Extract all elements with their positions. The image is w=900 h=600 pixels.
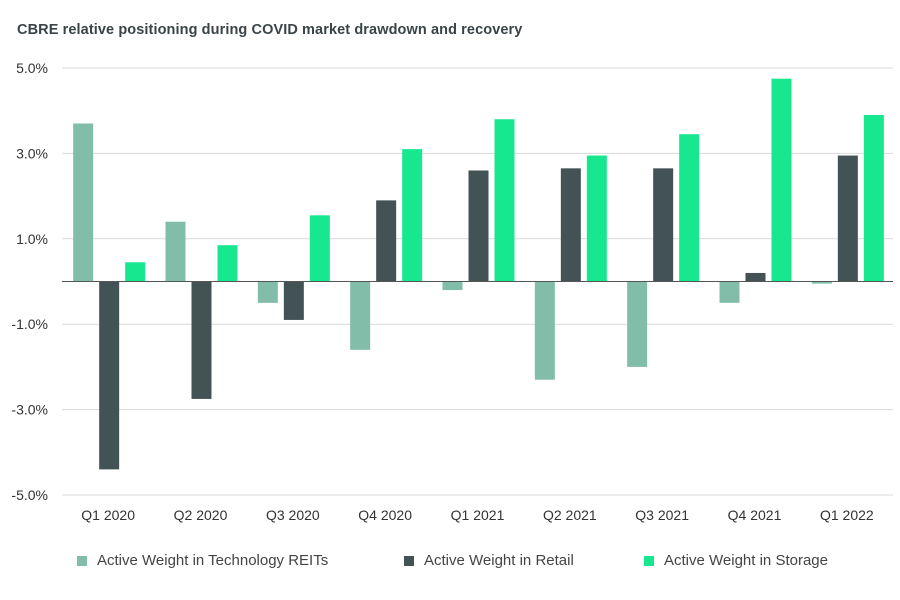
legend-swatch-storage [644, 555, 654, 566]
x-tick-label: Q2 2020 [174, 507, 228, 523]
bar-storage [402, 149, 423, 282]
legend-swatch-technology-reits [77, 555, 87, 566]
legend-label-retail: Active Weight in Retail [424, 552, 574, 569]
x-tick-label: Q3 2021 [635, 507, 689, 523]
y-tick-label: -3.0% [11, 402, 48, 418]
x-tick-label: Q4 2020 [358, 507, 412, 523]
bar-storage [309, 215, 330, 282]
bar-retail [468, 170, 489, 282]
bar-technology-reits [165, 221, 186, 282]
bar-technology-reits [350, 281, 371, 350]
bar-retail [653, 168, 674, 282]
chart-title: CBRE relative positioning during COVID m… [17, 22, 523, 38]
y-tick-label: -5.0% [11, 487, 48, 503]
x-tick-label: Q1 2020 [81, 507, 135, 523]
x-tick-label: Q1 2022 [820, 507, 874, 523]
bar-retail [376, 200, 397, 282]
legend-label-technology-reits: Active Weight in Technology REITs [97, 552, 329, 569]
bar-retail [560, 168, 581, 282]
bar-retail [837, 155, 858, 282]
bar-technology-reits [719, 281, 740, 303]
bar-storage [217, 245, 238, 282]
x-tick-label: Q4 2021 [728, 507, 782, 523]
x-tick-label: Q1 2021 [451, 507, 505, 523]
legend-label-storage: Active Weight in Storage [664, 552, 828, 569]
x-tick-label: Q2 2021 [543, 507, 597, 523]
bar-storage [586, 155, 607, 282]
bar-storage [494, 119, 515, 282]
y-tick-label: -1.0% [11, 316, 48, 332]
bar-retail [745, 272, 766, 282]
bar-technology-reits [627, 281, 648, 367]
chart-legend: Active Weight in Technology REITs Active… [0, 552, 900, 574]
bar-storage [863, 114, 884, 282]
bar-technology-reits [73, 123, 94, 282]
legend-item-retail: Active Weight in Retail [404, 552, 574, 569]
y-tick-label: 3.0% [16, 145, 48, 161]
bar-storage [771, 78, 792, 282]
y-tick-label: 1.0% [16, 231, 48, 247]
legend-swatch-retail [404, 555, 414, 566]
bar-retail [191, 281, 212, 399]
bar-technology-reits [811, 281, 832, 284]
y-tick-label: 5.0% [16, 60, 48, 76]
bar-retail [283, 281, 304, 320]
bar-storage [125, 262, 146, 282]
x-tick-label: Q3 2020 [266, 507, 320, 523]
legend-item-technology-reits: Active Weight in Technology REITs [77, 552, 328, 569]
bar-storage [679, 134, 700, 282]
bar-technology-reits [257, 281, 278, 303]
bar-retail [99, 281, 120, 470]
bar-technology-reits [534, 281, 555, 380]
legend-item-storage: Active Weight in Storage [644, 552, 828, 569]
bar-technology-reits [442, 281, 463, 291]
